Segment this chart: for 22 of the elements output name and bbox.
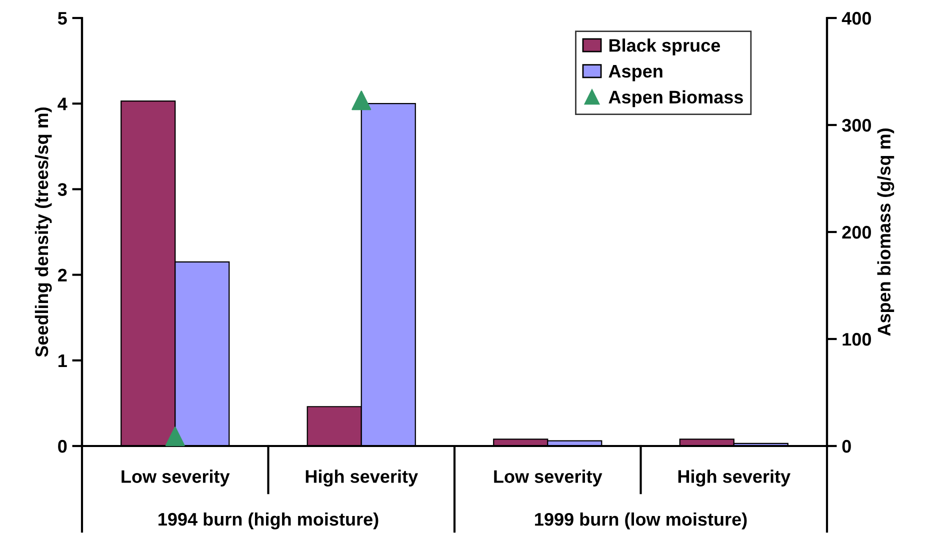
y2-tick-label: 300 xyxy=(842,118,871,132)
text: 1999 burn (low moisture) xyxy=(535,512,747,530)
y-axis-title: Seedling density (trees/sq m) xyxy=(34,107,52,357)
y-tick-label: 0 xyxy=(58,440,67,453)
x-tick-label: High severity xyxy=(678,470,790,487)
y-tick-label: 3 xyxy=(58,183,67,196)
y2-tick-label: 400 xyxy=(842,12,871,25)
legend-label: Aspen xyxy=(608,65,662,82)
y2-tick-label: 100 xyxy=(842,332,871,346)
legend-label: Aspen Biomass xyxy=(608,90,743,108)
y-tick-label: 2 xyxy=(58,268,67,282)
y-tick-label: 4 xyxy=(58,98,68,110)
y-tick-label: 5 xyxy=(58,12,67,25)
x-tick-label: Low severity xyxy=(122,470,230,487)
x-tick-label: Low severity xyxy=(494,470,602,487)
legend-label: Black spruce xyxy=(609,38,720,56)
y2-tick-label: 0 xyxy=(842,440,851,453)
x-tick-label: High severity xyxy=(306,470,418,487)
text: 1994 burn (high moisture) xyxy=(158,512,378,530)
y2-tick-label: 200 xyxy=(842,226,871,239)
y-tick-label: 1 xyxy=(58,354,67,367)
y2-axis-title: Aspen biomass (g/sq m) xyxy=(877,128,894,336)
